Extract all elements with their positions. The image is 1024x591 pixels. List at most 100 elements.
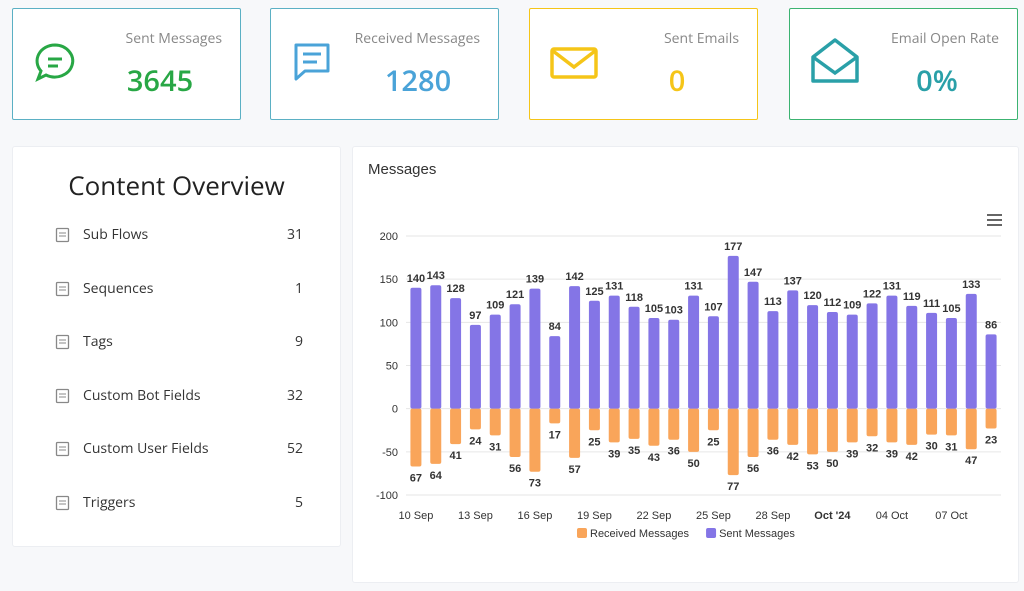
bar: [945, 318, 957, 409]
icon: [550, 47, 598, 79]
bar: [866, 303, 878, 409]
data-label: 97: [469, 310, 481, 322]
data-label: 39: [846, 448, 858, 460]
data-label: 125: [585, 286, 603, 298]
data-label: 73: [529, 478, 541, 490]
bar: [469, 324, 481, 409]
data-label: 122: [863, 288, 881, 300]
bar: [727, 255, 739, 409]
bar: [965, 293, 977, 409]
bar: [807, 305, 819, 409]
chart-title: Messages: [368, 161, 436, 178]
data-label: 131: [883, 281, 901, 293]
data-label: 39: [886, 448, 898, 460]
data-label: 109: [486, 300, 504, 312]
x-tick-label: 22 Sep: [636, 510, 671, 522]
x-tick-label: 19 Sep: [577, 510, 612, 522]
data-label: 105: [645, 303, 663, 315]
bar: [588, 408, 600, 431]
stat-card: Email Open Rate 0%: [789, 8, 1018, 120]
row-label: Tags: [83, 332, 113, 352]
card-label: Sent Messages: [125, 29, 222, 48]
row-label: Sequences: [83, 278, 154, 298]
legend-label: Received Messages: [590, 528, 690, 540]
card-value: 1280: [384, 61, 452, 100]
y-tick-label: -100: [376, 490, 398, 502]
bar: [489, 408, 501, 436]
bar: [846, 408, 858, 443]
data-label: 77: [727, 481, 739, 493]
data-label: 64: [430, 470, 443, 482]
bar: [985, 334, 997, 409]
data-label: 41: [449, 450, 461, 462]
data-label: 113: [764, 296, 782, 308]
bar: [509, 408, 521, 458]
data-label: 36: [767, 446, 779, 458]
data-label: 42: [906, 451, 918, 463]
bar: [529, 408, 541, 472]
y-tick-label: 200: [380, 231, 398, 243]
row-count: 5: [294, 493, 303, 512]
bar: [648, 408, 660, 446]
data-label: 31: [489, 441, 501, 453]
x-tick-label: 07 Oct: [935, 510, 967, 522]
data-label: 84: [549, 321, 562, 333]
data-label: 177: [724, 241, 742, 253]
y-tick-label: 50: [386, 361, 398, 373]
data-label: 25: [707, 436, 719, 448]
data-label: 143: [427, 270, 445, 282]
card-value: 0: [668, 61, 686, 100]
bar: [807, 408, 819, 455]
bar: [410, 287, 422, 409]
bar: [410, 408, 422, 467]
stat-card: Sent Emails 0: [529, 8, 758, 120]
panel-title: Content Overview: [68, 167, 285, 203]
data-label: 56: [509, 463, 521, 475]
card-label: Sent Emails: [663, 29, 739, 48]
data-label: 30: [925, 441, 937, 453]
data-label: 140: [407, 273, 425, 285]
x-tick-label: 28 Sep: [755, 510, 790, 522]
card-label: Received Messages: [354, 29, 480, 48]
bar: [945, 408, 957, 436]
x-tick-label: 25 Sep: [696, 510, 731, 522]
row-count: 52: [286, 439, 303, 459]
bar: [608, 295, 620, 409]
row-icon: [55, 388, 70, 403]
data-label: 39: [608, 448, 620, 460]
y-tick-label: 0: [392, 404, 398, 416]
x-tick-label: 16 Sep: [517, 510, 552, 522]
row-label: Sub Flows: [83, 225, 149, 244]
row-count: 31: [286, 225, 303, 244]
bar: [727, 408, 739, 476]
data-label: 67: [410, 473, 422, 485]
bar: [906, 408, 918, 445]
bar: [767, 408, 779, 440]
bar: [767, 311, 779, 409]
bar: [608, 408, 620, 443]
row-icon: [55, 281, 70, 296]
bar: [886, 408, 898, 443]
legend-swatch: [706, 528, 717, 538]
bar: [450, 298, 462, 409]
menu-icon[interactable]: [987, 214, 1002, 226]
data-label: 112: [824, 297, 842, 309]
row-icon: [55, 495, 70, 511]
legend-label: Sent Messages: [719, 528, 795, 540]
bar: [549, 336, 561, 409]
bar: [688, 408, 700, 452]
data-label: 17: [549, 429, 561, 441]
bar: [826, 408, 838, 452]
bar: [628, 408, 640, 439]
bar: [450, 408, 462, 445]
bar: [469, 408, 481, 430]
data-label: 105: [942, 303, 960, 315]
data-label: 137: [784, 275, 802, 287]
bar: [489, 314, 501, 409]
bar: [846, 314, 858, 409]
bar: [707, 408, 719, 431]
bar: [668, 319, 680, 409]
data-label: 133: [962, 279, 980, 291]
data-label: 23: [985, 435, 997, 447]
